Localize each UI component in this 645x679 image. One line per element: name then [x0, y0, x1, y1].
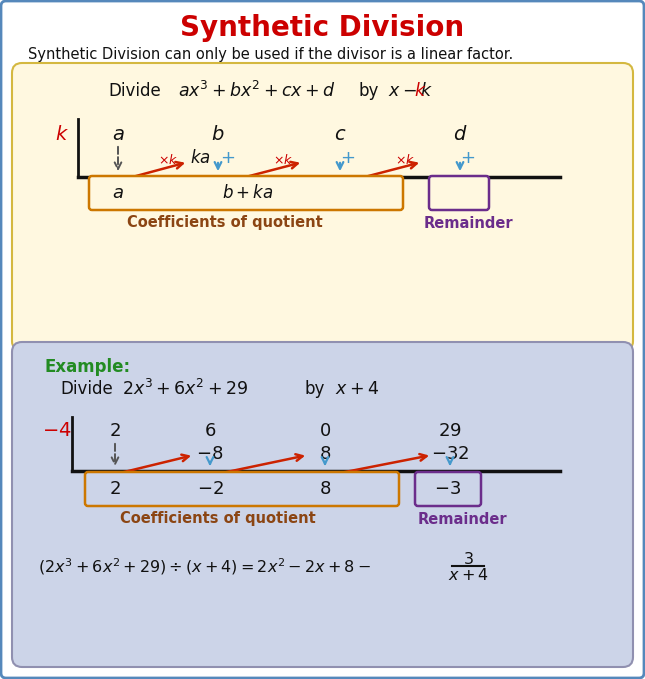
Text: $\times k$: $\times k$ [158, 153, 178, 167]
Text: Synthetic Division can only be used if the divisor is a linear factor.: Synthetic Division can only be used if t… [28, 48, 513, 62]
Text: Divide: Divide [108, 82, 161, 100]
Text: $a$: $a$ [112, 124, 124, 143]
Text: $b$: $b$ [212, 124, 224, 143]
Text: $\times k$: $\times k$ [273, 153, 293, 167]
Text: Coefficients of quotient: Coefficients of quotient [120, 511, 316, 526]
FancyBboxPatch shape [89, 176, 403, 210]
Text: $x-k$: $x-k$ [388, 82, 433, 100]
Text: Synthetic Division: Synthetic Division [180, 14, 464, 42]
Text: $+$: $+$ [461, 149, 475, 167]
FancyBboxPatch shape [12, 63, 633, 351]
FancyBboxPatch shape [85, 472, 399, 506]
Text: Remainder: Remainder [417, 511, 507, 526]
FancyBboxPatch shape [12, 342, 633, 667]
Text: $k$: $k$ [55, 124, 69, 143]
Text: $6$: $6$ [204, 422, 216, 440]
Text: $+$: $+$ [221, 149, 235, 167]
Text: $a$: $a$ [112, 184, 124, 202]
Text: $0$: $0$ [319, 422, 331, 440]
Text: $d$: $d$ [453, 124, 467, 143]
Text: $29$: $29$ [439, 422, 462, 440]
Text: $k$: $k$ [414, 82, 426, 100]
Text: Remainder: Remainder [423, 215, 513, 230]
Text: Coefficients of quotient: Coefficients of quotient [127, 215, 323, 230]
Text: $-4$: $-4$ [42, 422, 72, 441]
Text: $8$: $8$ [319, 445, 331, 463]
Text: $-32$: $-32$ [431, 445, 469, 463]
Text: $2$: $2$ [109, 480, 121, 498]
Text: $-8$: $-8$ [196, 445, 224, 463]
Text: $8$: $8$ [319, 480, 331, 498]
Text: $-3$: $-3$ [435, 480, 462, 498]
Text: $ax^3+bx^2+cx+d$: $ax^3+bx^2+cx+d$ [178, 81, 335, 101]
FancyBboxPatch shape [429, 176, 489, 210]
Text: $b + ka$: $b + ka$ [222, 184, 274, 202]
Text: by: by [305, 380, 325, 398]
Text: $3$: $3$ [462, 551, 473, 567]
Text: $c$: $c$ [333, 124, 346, 143]
Text: $ka$: $ka$ [190, 149, 210, 167]
Text: $(2x^3+6x^2+29)\div(x+4)=2x^2-2x+8-$: $(2x^3+6x^2+29)\div(x+4)=2x^2-2x+8-$ [38, 557, 371, 577]
FancyBboxPatch shape [415, 472, 481, 506]
Text: $x+4$: $x+4$ [448, 567, 488, 583]
Text: $\times k$: $\times k$ [395, 153, 415, 167]
Text: $+$: $+$ [341, 149, 355, 167]
Text: $-2$: $-2$ [197, 480, 223, 498]
Text: $x+4$: $x+4$ [335, 380, 379, 398]
Text: $2x^3+6x^2+29$: $2x^3+6x^2+29$ [122, 379, 248, 399]
Text: by: by [358, 82, 379, 100]
Text: Divide: Divide [60, 380, 113, 398]
Text: $2$: $2$ [109, 422, 121, 440]
Text: Example:: Example: [45, 358, 131, 376]
